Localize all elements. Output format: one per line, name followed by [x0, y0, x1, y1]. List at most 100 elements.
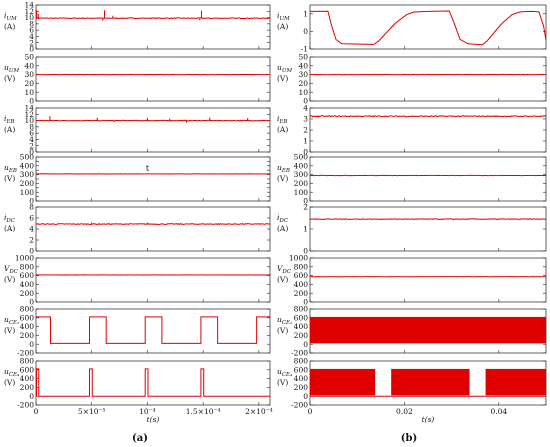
panel-a-sub0-ytick-label: 14 — [24, 1, 34, 10]
panel-b-sub2-trace — [310, 115, 546, 118]
panel-a-sub4-ylabel: iDC — [4, 213, 16, 224]
panel-a-chart: 02468101214iUM(A)01020304050uUM(V)024681… — [4, 1, 273, 424]
panel-a-sub6-ytick-label: 600 — [20, 313, 35, 322]
panel-a-sub3-ylabel: uEB — [4, 163, 17, 174]
panel-a-sub7-ylabel: uCE₄ — [4, 367, 19, 378]
panel-a-sub7-axes-frame — [35, 360, 271, 406]
panel-b-sub0-ylabel-unit: (A) — [277, 22, 288, 31]
panel-b-sub7-switching-band — [485, 368, 546, 396]
panel-b-sub5-ytick-label: 600 — [294, 271, 309, 280]
panel-b-sub7-ytick-label: 800 — [294, 357, 309, 366]
panel-a-sub5-ytick-label: 600 — [20, 271, 35, 280]
panel-a-sub0-ytick-label: 8 — [29, 19, 34, 28]
panel-a-sub3-annotation: t — [146, 164, 150, 173]
panel-a-sub4-ylabel-unit: (A) — [4, 224, 15, 233]
panel-b-sub7-ytick-label: 400 — [294, 374, 309, 383]
panel-a-sub4-ytick-label: 8 — [29, 203, 34, 212]
panel-b-sub2-ytick-label: 2 — [303, 126, 308, 135]
panel-a-sub7-ytick-label: 600 — [20, 365, 35, 374]
panel-b-sub0-ylabel: iUM — [277, 11, 290, 22]
panel-a-sub2-ytick-label: 0 — [29, 148, 34, 157]
panel-b-sub0-ytick-label: 1 — [303, 9, 308, 18]
panel-a-sub2-trace — [36, 119, 270, 122]
panel-a-sub4-trace — [36, 223, 270, 226]
panel-a-xlabel: t(s) — [147, 415, 160, 424]
panel-a-sub6-series — [36, 316, 270, 344]
panel-b-sub4-ytick-label: 2 — [303, 203, 308, 212]
panel-a-sub2-ytick-label: 8 — [29, 122, 34, 131]
panel-a-sub3-ytick-label: 300 — [20, 170, 35, 179]
panel-b-sub2-ytick-label: 1 — [303, 137, 308, 146]
panel-a-sub4-ytick-label: 2 — [29, 236, 34, 245]
panel-a-xtick-label: 2×10⁻⁴ — [245, 407, 273, 416]
panel-b-sub7-ytick-label: 0 — [303, 392, 308, 401]
panel-a-sub6-square-wave — [36, 316, 270, 344]
panel-b-sub5-ytick-label: 0 — [303, 298, 308, 307]
panel-a-sub1-axes-frame — [35, 56, 271, 102]
panel-a-sub6-ytick-label: 0 — [29, 340, 34, 349]
panel-b-sub6-series — [310, 316, 546, 344]
panel-b-sub7-switching-band — [391, 368, 470, 396]
panel-a-sub4-ytick-label: 6 — [29, 214, 34, 223]
panel-b-sub6-ytick-label: -200 — [291, 349, 308, 358]
panel-a-sub0-series — [36, 10, 270, 21]
panel-a-xtick-label: 10⁻⁴ — [139, 407, 156, 416]
panel-b-sub3-axes-frame — [309, 156, 547, 202]
panel-a-sub2-ytick-label: 2 — [29, 141, 34, 150]
panel-b-sub1-ytick-label: 20 — [298, 79, 308, 88]
panel-a-sub2-ytick-label: 10 — [24, 116, 34, 125]
panel-b-sub2-ytick-label: 3 — [303, 115, 308, 124]
panel-b-sub3-ytick-label: 0 — [303, 197, 308, 206]
panel-a-sub2-series — [36, 116, 270, 123]
panel-a-sub5-ytick-label: 200 — [20, 289, 35, 298]
panel-a-sub0-ytick-label: 0 — [29, 45, 34, 54]
panel-a-sub4-ytick-label: 0 — [29, 247, 34, 256]
panel-b-sub1-axes-frame — [309, 56, 547, 102]
panel-b-sub2-ytick-label: 4 — [303, 104, 308, 113]
panel-a-sub3-ytick-label: 200 — [20, 179, 35, 188]
panel-a-sub1-ytick-label: 20 — [24, 79, 34, 88]
panel-b-sub1-ylabel: uUM — [277, 63, 292, 74]
panel-a-sub2-ytick-label: 14 — [24, 104, 34, 113]
panel-b-sub2-ytick-label: 0 — [303, 148, 308, 157]
panel-a-sub7-series — [36, 368, 270, 397]
panel-a-sub0-ylabel-unit: (A) — [4, 22, 15, 31]
panel-a-xtick-label: 1.5×10⁻⁴ — [186, 407, 221, 416]
panel-a-sub3-ytick-label: 500 — [20, 153, 35, 162]
panel-b-sub4-ylabel: iDC — [277, 213, 289, 224]
panel-b-sub4-ytick-label: 1 — [303, 225, 308, 234]
panel-a-sub3-ytick-label: 0 — [29, 197, 34, 206]
panel-b-sub2-ylabel: iEB — [277, 114, 287, 125]
panel-a-sub5-ytick-label: 0 — [29, 298, 34, 307]
panel-b-sub7-ytick-label: 200 — [294, 383, 309, 392]
panel-b-sub6-ytick-label: 400 — [294, 322, 309, 331]
panel-b-sub7-ylabel: uCE₄ — [277, 367, 292, 378]
panel-b-sub6-ytick-label: 600 — [294, 313, 309, 322]
panel-b-sub1-ytick-label: 30 — [298, 70, 308, 79]
panel-b-sub5-ylabel-unit: (V) — [277, 275, 288, 284]
panel-a-sub3-ytick-label: 100 — [20, 188, 35, 197]
panel-b-sub5-ytick-label: 400 — [294, 280, 309, 289]
panel-b-sub2-plot: 0 1 2 3 4 iEB(A) — [277, 104, 547, 157]
panel-a-sub4-axes-frame — [35, 206, 271, 252]
panel-a-sub2-ylabel-unit: (A) — [4, 125, 15, 134]
panel-b-sub6-ytick-label: 800 — [294, 305, 309, 314]
panel-a-sub0-ylabel: iUM — [4, 11, 17, 22]
panel-b-sub4-ylabel-unit: (A) — [277, 224, 288, 233]
panel-b-sub3-ytick-label: 100 — [294, 188, 309, 197]
panel-b-sub4-plot: 0 1 2 iDC(A) — [277, 203, 547, 256]
panel-b-sub7-switching-band — [310, 368, 376, 396]
panel-a-sub3-ytick-label: 400 — [20, 161, 35, 170]
panel-a-sub6-ytick-label: -200 — [17, 349, 34, 358]
panel-a-sub1-ylabel: uUM — [4, 63, 19, 74]
panel-a-sub5-ylabel-unit: (V) — [4, 275, 15, 284]
panel-b-sub6-switching-band — [310, 316, 546, 344]
